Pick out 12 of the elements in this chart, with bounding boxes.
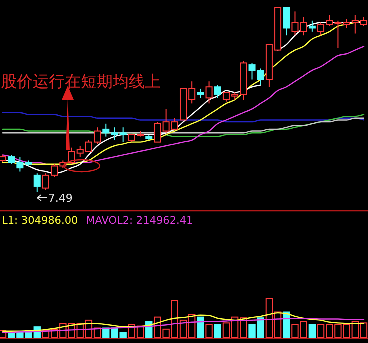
candlestick — [120, 127, 127, 143]
candlestick — [206, 81, 213, 104]
bar — [206, 324, 213, 338]
bar — [0, 330, 7, 338]
text: L1: 304986.00 — [2, 215, 78, 227]
bar — [308, 324, 316, 338]
bar — [197, 316, 204, 338]
bar — [214, 324, 222, 338]
candlestick — [308, 20, 316, 32]
annotation: 7.49 — [48, 192, 73, 205]
annotation: 股价运行在短期均线上 — [1, 72, 161, 91]
text: MAVOL2: 214962.41 — [86, 215, 194, 227]
